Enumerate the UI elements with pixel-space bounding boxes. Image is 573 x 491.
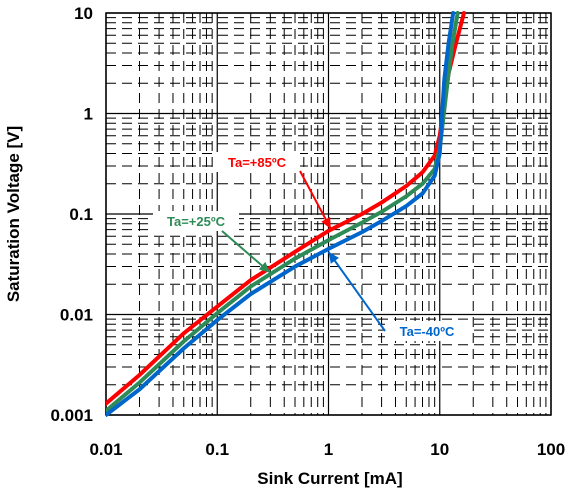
x-tick-label: 100 bbox=[537, 440, 565, 459]
y-tick-label: 0.01 bbox=[60, 306, 93, 325]
y-tick-label: 0.001 bbox=[50, 406, 93, 425]
x-axis-label: Sink Current [mA] bbox=[257, 469, 402, 488]
y-tick-label: 0.1 bbox=[69, 205, 93, 224]
annotation-label: Ta=+85ºC bbox=[228, 155, 287, 170]
x-tick-label: 1 bbox=[324, 440, 333, 459]
y-axis-label: Saturation Voltage [V] bbox=[4, 126, 23, 302]
x-tick-label: 0.01 bbox=[89, 440, 122, 459]
annotation-label: Ta=+25ºC bbox=[167, 214, 226, 229]
y-tick-label: 1 bbox=[84, 105, 93, 124]
x-tick-label: 0.1 bbox=[205, 440, 229, 459]
annotation-label: Ta=-40ºC bbox=[400, 324, 455, 339]
y-tick-label: 10 bbox=[74, 4, 93, 23]
x-tick-label: 10 bbox=[430, 440, 449, 459]
